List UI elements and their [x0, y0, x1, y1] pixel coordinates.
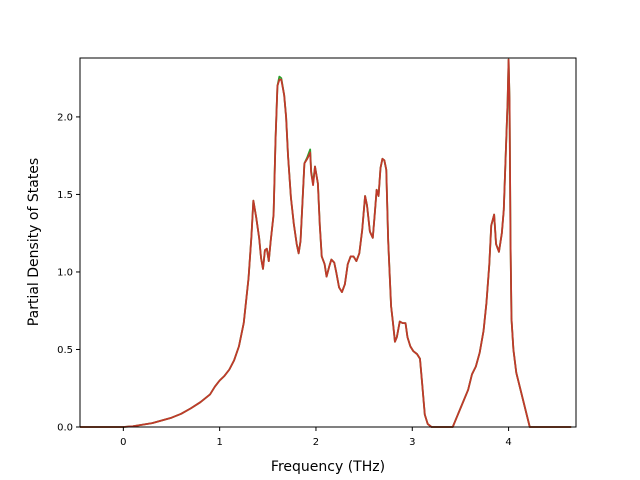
- y-tick-label: 0.5: [57, 345, 73, 356]
- y-tick-label: 1.0: [57, 267, 73, 278]
- y-tick-label: 2.0: [57, 112, 73, 123]
- plot-frame: [79, 57, 577, 428]
- x-tick-label: 0: [120, 437, 126, 448]
- y-tick-label: 0.0: [57, 423, 73, 434]
- x-axis-label: Frequency (THz): [271, 459, 385, 475]
- y-axis-ticks: 0.0 0.5 1.0 1.5 2.0: [57, 112, 80, 434]
- y-tick-label: 1.5: [57, 190, 73, 201]
- series-line-2: [80, 58, 572, 428]
- series-layer: [80, 58, 572, 428]
- x-axis-ticks: 0 1 2 3 4: [120, 427, 512, 448]
- y-axis-label: Partial Density of States: [26, 158, 42, 326]
- x-tick-label: 4: [505, 437, 511, 448]
- x-tick-label: 3: [409, 437, 415, 448]
- x-tick-label: 1: [216, 437, 222, 448]
- x-tick-label: 2: [313, 437, 319, 448]
